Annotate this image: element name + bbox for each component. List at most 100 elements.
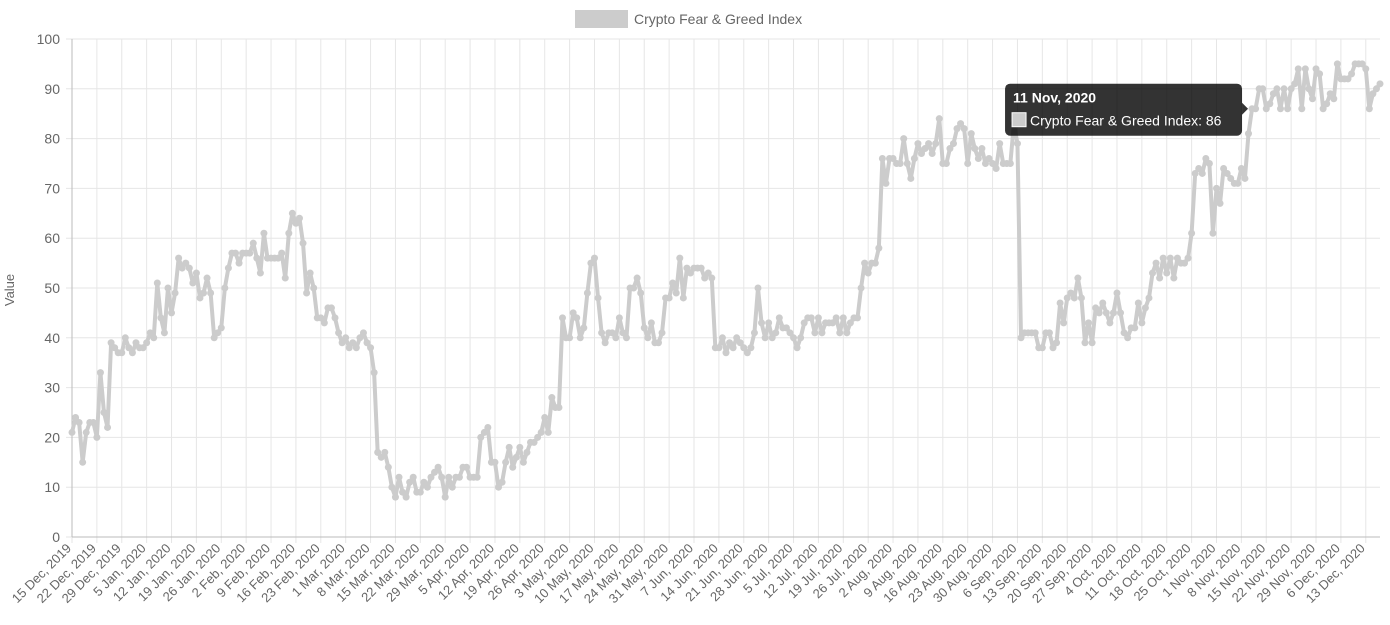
data-point [491, 458, 499, 466]
data-point [221, 284, 229, 292]
data-point [1198, 169, 1206, 177]
data-point [356, 334, 364, 342]
data-point [406, 478, 414, 486]
data-point [512, 453, 520, 461]
data-point [132, 339, 140, 347]
data-point [768, 334, 776, 342]
data-point [772, 329, 780, 337]
data-point [260, 229, 268, 237]
data-point [1305, 85, 1313, 93]
data-point [640, 324, 648, 332]
data-point [381, 448, 389, 456]
data-point [797, 334, 805, 342]
data-point [1209, 229, 1217, 237]
data-point [1319, 105, 1327, 113]
data-point [1053, 339, 1061, 347]
data-point [427, 473, 435, 481]
data-point [807, 314, 815, 322]
data-point [203, 274, 211, 282]
data-point [750, 329, 758, 337]
data-point [455, 473, 463, 481]
data-point [992, 164, 1000, 172]
data-point [971, 145, 979, 153]
data-point [1131, 324, 1139, 332]
data-point [1244, 130, 1252, 138]
data-point [1191, 169, 1199, 177]
data-point [594, 294, 602, 302]
data-point [701, 274, 709, 282]
data-point [907, 174, 915, 182]
data-point [729, 344, 737, 352]
data-point [288, 209, 296, 217]
data-point [1188, 229, 1196, 237]
data-point [1269, 90, 1277, 98]
data-point [1223, 169, 1231, 177]
data-point [143, 339, 151, 347]
data-point [900, 135, 908, 143]
data-point [345, 344, 353, 352]
data-point [150, 334, 158, 342]
data-point [1333, 60, 1341, 68]
data-point [576, 334, 584, 342]
data-point [612, 334, 620, 342]
data-point [192, 269, 200, 277]
data-point [573, 314, 581, 322]
data-point [278, 249, 286, 257]
data-point [274, 254, 282, 262]
data-point [1308, 95, 1316, 103]
data-point [761, 334, 769, 342]
data-point [548, 394, 556, 402]
data-point [185, 264, 193, 272]
data-point [423, 483, 431, 491]
data-point [1358, 60, 1366, 68]
data-point [363, 339, 371, 347]
data-point [846, 319, 854, 327]
data-point [1145, 294, 1153, 302]
data-point [1092, 304, 1100, 312]
data-point [310, 284, 318, 292]
data-point [377, 453, 385, 461]
data-point [1152, 259, 1160, 267]
data-point [1017, 334, 1025, 342]
data-point [246, 249, 254, 257]
tooltip-swatch [1011, 112, 1027, 128]
data-point [431, 468, 439, 476]
data-point [878, 155, 886, 163]
data-point [718, 334, 726, 342]
data-point [1362, 65, 1370, 73]
data-point [708, 274, 716, 282]
data-point [1166, 254, 1174, 262]
data-point [896, 160, 904, 167]
data-point [285, 229, 293, 237]
data-point [733, 334, 741, 342]
data-point [477, 433, 485, 441]
y-tick-label: 0 [52, 529, 60, 545]
data-point [1181, 259, 1189, 267]
data-point [1031, 329, 1039, 337]
data-point [960, 125, 968, 133]
data-point [736, 339, 744, 347]
data-point [765, 319, 773, 327]
data-point [669, 279, 677, 287]
data-point [125, 344, 133, 352]
data-point [1213, 184, 1220, 192]
data-point [303, 289, 311, 297]
data-point [818, 329, 826, 337]
data-point [1060, 319, 1068, 327]
data-point [679, 294, 687, 302]
data-point [1195, 164, 1203, 172]
data-point [1156, 274, 1164, 282]
data-point [996, 140, 1004, 148]
y-tick-label: 80 [44, 131, 60, 147]
legend: Crypto Fear & Greed Index [575, 10, 802, 28]
data-point [75, 418, 83, 426]
data-point [1273, 85, 1281, 93]
data-point [1081, 339, 1089, 347]
data-point [1109, 309, 1117, 317]
data-point [82, 428, 90, 436]
data-point [1376, 80, 1384, 88]
data-point [157, 314, 165, 322]
data-point [619, 329, 627, 337]
data-point [676, 254, 684, 262]
data-point [978, 145, 986, 153]
